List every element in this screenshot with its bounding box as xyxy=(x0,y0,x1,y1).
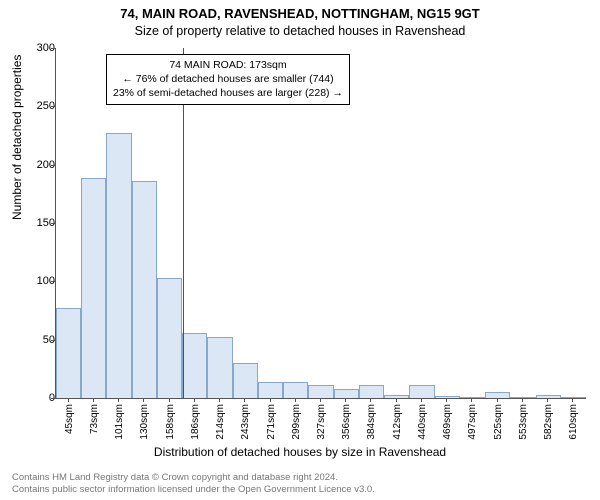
y-tick-label: 200 xyxy=(15,159,55,171)
histogram-bar xyxy=(485,392,510,398)
x-axis-label: Distribution of detached houses by size … xyxy=(0,445,600,459)
histogram-bar xyxy=(359,385,384,398)
y-tick-mark xyxy=(51,340,55,341)
x-tick-mark xyxy=(471,398,472,402)
x-tick-mark xyxy=(93,398,94,402)
histogram-bar xyxy=(132,181,157,398)
histogram-bar xyxy=(384,395,409,399)
histogram-bar xyxy=(233,363,258,398)
annotation-line3: 23% of semi-detached houses are larger (… xyxy=(113,87,343,99)
x-tick-mark xyxy=(396,398,397,402)
histogram-bar xyxy=(409,385,434,398)
y-tick-mark xyxy=(51,223,55,224)
y-tick-mark xyxy=(51,48,55,49)
histogram-bar xyxy=(207,337,232,398)
x-tick-mark xyxy=(244,398,245,402)
histogram-bar xyxy=(157,278,182,398)
y-tick-mark xyxy=(51,398,55,399)
x-tick-mark xyxy=(547,398,548,402)
plot-area: 74 MAIN ROAD: 173sqm ← 76% of detached h… xyxy=(55,48,586,399)
x-tick-mark xyxy=(345,398,346,402)
histogram-bar xyxy=(334,389,359,398)
x-tick-label: 299sqm xyxy=(291,404,302,444)
x-tick-label: 469sqm xyxy=(442,404,453,444)
histogram-bar xyxy=(81,178,106,399)
x-tick-mark xyxy=(497,398,498,402)
x-tick-label: 158sqm xyxy=(165,404,176,444)
y-tick-label: 0 xyxy=(15,392,55,404)
x-tick-label: 497sqm xyxy=(467,404,478,444)
x-tick-label: 610sqm xyxy=(568,404,579,444)
x-tick-mark xyxy=(421,398,422,402)
x-tick-mark xyxy=(270,398,271,402)
y-tick-label: 50 xyxy=(15,334,55,346)
footer-line2: Contains public sector information licen… xyxy=(12,484,375,495)
x-tick-label: 101sqm xyxy=(114,404,125,444)
y-tick-label: 300 xyxy=(15,42,55,54)
histogram-bar xyxy=(510,397,535,398)
histogram-bar xyxy=(106,133,131,398)
x-tick-mark xyxy=(118,398,119,402)
y-tick-label: 250 xyxy=(15,100,55,112)
x-tick-mark xyxy=(295,398,296,402)
footer-line1: Contains HM Land Registry data © Crown c… xyxy=(12,472,338,483)
x-tick-mark xyxy=(68,398,69,402)
y-tick-label: 100 xyxy=(15,275,55,287)
annotation-box: 74 MAIN ROAD: 173sqm ← 76% of detached h… xyxy=(106,54,350,105)
x-tick-mark xyxy=(446,398,447,402)
x-tick-label: 525sqm xyxy=(493,404,504,444)
x-tick-mark xyxy=(143,398,144,402)
histogram-bar xyxy=(258,382,283,398)
annotation-line2: ← 76% of detached houses are smaller (74… xyxy=(122,73,333,85)
x-tick-label: 73sqm xyxy=(89,404,100,444)
chart-supertitle: 74, MAIN ROAD, RAVENSHEAD, NOTTINGHAM, N… xyxy=(0,6,600,21)
x-tick-label: 384sqm xyxy=(366,404,377,444)
x-tick-mark xyxy=(572,398,573,402)
x-tick-label: 553sqm xyxy=(518,404,529,444)
footer-attribution: Contains HM Land Registry data © Crown c… xyxy=(12,472,375,496)
x-tick-label: 130sqm xyxy=(139,404,150,444)
y-tick-mark xyxy=(51,106,55,107)
x-tick-mark xyxy=(169,398,170,402)
x-tick-label: 214sqm xyxy=(215,404,226,444)
y-tick-label: 150 xyxy=(15,217,55,229)
x-tick-mark xyxy=(320,398,321,402)
histogram-bar xyxy=(56,308,81,398)
x-tick-label: 45sqm xyxy=(64,404,75,444)
y-tick-mark xyxy=(51,281,55,282)
x-tick-mark xyxy=(194,398,195,402)
annotation-line1: 74 MAIN ROAD: 173sqm xyxy=(169,59,286,71)
histogram-bar xyxy=(182,333,207,398)
x-tick-label: 271sqm xyxy=(266,404,277,444)
x-tick-label: 582sqm xyxy=(543,404,554,444)
x-tick-label: 440sqm xyxy=(417,404,428,444)
chart-subtitle: Size of property relative to detached ho… xyxy=(0,24,600,38)
x-tick-mark xyxy=(522,398,523,402)
y-tick-mark xyxy=(51,165,55,166)
x-tick-label: 243sqm xyxy=(240,404,251,444)
y-axis-label: Number of detached properties xyxy=(10,55,24,220)
histogram-bar xyxy=(283,382,308,398)
x-tick-label: 327sqm xyxy=(316,404,327,444)
x-tick-label: 186sqm xyxy=(190,404,201,444)
x-tick-label: 412sqm xyxy=(392,404,403,444)
x-tick-label: 356sqm xyxy=(341,404,352,444)
x-tick-mark xyxy=(370,398,371,402)
x-tick-mark xyxy=(219,398,220,402)
histogram-bar xyxy=(308,385,333,398)
